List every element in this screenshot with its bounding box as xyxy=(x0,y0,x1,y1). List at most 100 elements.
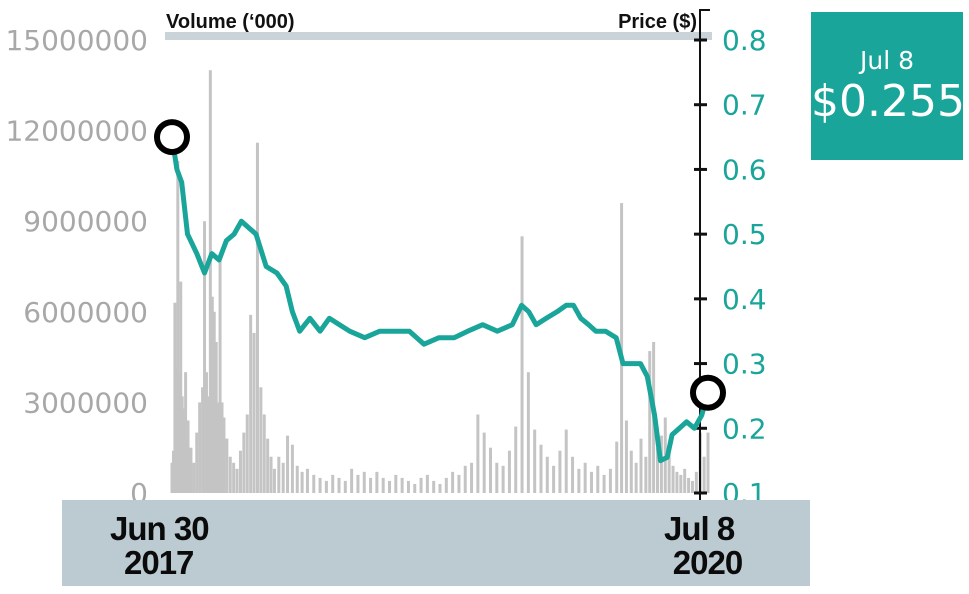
left-tick-label: 15000000 xyxy=(5,24,148,57)
volume-bar xyxy=(615,441,619,493)
volume-bar xyxy=(245,414,249,493)
volume-bars xyxy=(170,70,710,494)
volume-bar xyxy=(249,314,253,493)
volume-bar xyxy=(343,480,347,493)
right-tick-label: 0.6 xyxy=(722,153,767,186)
right-tick-label: 0.7 xyxy=(722,89,767,122)
volume-bar xyxy=(232,462,236,493)
volume-bar xyxy=(242,432,246,493)
volume-bar xyxy=(675,471,679,493)
callout-date: Jul 8 xyxy=(859,46,915,75)
volume-bar xyxy=(375,471,379,493)
volume-bar xyxy=(312,474,316,493)
volume-bar xyxy=(656,447,660,493)
volume-bar xyxy=(356,474,360,493)
volume-bar xyxy=(577,468,581,493)
volume-bar xyxy=(545,456,549,493)
volume-bar xyxy=(381,477,385,493)
volume-bar xyxy=(558,450,562,493)
volume-bar xyxy=(331,474,335,493)
volume-bar xyxy=(589,471,593,493)
volume-bar xyxy=(195,432,199,493)
volume-bar xyxy=(659,435,663,493)
right-tick-label: 0.8 xyxy=(722,24,767,57)
x-label-end-line1: Jul 8 xyxy=(664,510,735,547)
volume-bar xyxy=(222,417,226,493)
x-label-start-line2: 2017 xyxy=(124,544,194,581)
volume-bar xyxy=(184,372,188,493)
volume-bar xyxy=(620,203,624,493)
x-label-end: Jul 8 2020 xyxy=(664,510,743,581)
volume-bar xyxy=(526,372,530,493)
volume-bar xyxy=(350,468,354,493)
volume-bar xyxy=(667,447,671,493)
volume-bar xyxy=(438,483,442,493)
right-axis-label: Price ($) xyxy=(618,11,697,33)
volume-bar xyxy=(214,342,218,493)
volume-bar xyxy=(216,402,220,493)
volume-bar xyxy=(644,456,648,493)
left-tick-label: 6000000 xyxy=(23,296,148,329)
volume-bar xyxy=(690,480,694,493)
volume-bar xyxy=(179,281,183,493)
volume-bar xyxy=(203,221,207,493)
left-axis-label: Volume (‘000) xyxy=(166,11,295,33)
volume-bar xyxy=(608,468,612,493)
right-tick-label: 0.2 xyxy=(722,412,767,445)
price-axis-line xyxy=(699,9,710,500)
volume-bar xyxy=(596,465,600,493)
volume-bar xyxy=(186,420,190,493)
left-tick-label: 3000000 xyxy=(23,386,148,419)
volume-bar xyxy=(198,402,202,493)
volume-bar xyxy=(457,474,461,493)
volume-bar xyxy=(220,402,224,493)
volume-bar xyxy=(255,142,259,493)
volume-bar xyxy=(212,311,216,493)
volume-bar xyxy=(272,468,276,493)
volume-bar xyxy=(451,471,455,493)
header-band xyxy=(165,32,712,40)
volume-bar xyxy=(394,474,398,493)
x-label-start-line1: Jun 30 xyxy=(110,510,210,547)
volume-bar xyxy=(286,435,290,493)
right-tick-label: 0.3 xyxy=(722,348,767,381)
volume-bar xyxy=(225,438,229,493)
volume-bar xyxy=(552,465,556,493)
volume-bar xyxy=(318,477,322,493)
volume-bar xyxy=(400,477,404,493)
volume-bar xyxy=(533,429,537,493)
volume-bar xyxy=(206,396,210,493)
volume-bar xyxy=(507,450,511,493)
right-tick-label: 0.5 xyxy=(722,218,767,251)
volume-bar xyxy=(281,462,285,493)
price-callout: Jul 8 $0.255 xyxy=(811,12,965,160)
volume-bar xyxy=(444,477,448,493)
volume-bar xyxy=(300,471,304,493)
volume-bar xyxy=(176,160,180,494)
volume-bar xyxy=(277,456,281,493)
volume-bar xyxy=(639,438,643,493)
volume-bar xyxy=(419,477,423,493)
volume-bar xyxy=(201,387,205,493)
x-label-end-line2: 2020 xyxy=(672,544,743,581)
volume-bar xyxy=(571,456,575,493)
left-tick-label: 12000000 xyxy=(5,115,148,148)
volume-bar xyxy=(539,444,543,493)
callout-price: $0.255 xyxy=(811,76,965,127)
volume-bar xyxy=(238,450,242,493)
volume-bar xyxy=(210,296,214,493)
volume-bar xyxy=(514,426,518,493)
volume-bar xyxy=(192,462,196,493)
volume-bar xyxy=(482,432,486,493)
right-axis-tick-marks xyxy=(694,38,707,495)
volume-bar xyxy=(305,468,309,493)
x-axis-band xyxy=(62,500,810,586)
volume-bar xyxy=(324,480,328,493)
volume-bar xyxy=(269,456,273,493)
volume-bar xyxy=(432,480,436,493)
volume-bar xyxy=(583,462,587,493)
volume-bar xyxy=(683,468,687,493)
volume-bar xyxy=(228,456,232,493)
